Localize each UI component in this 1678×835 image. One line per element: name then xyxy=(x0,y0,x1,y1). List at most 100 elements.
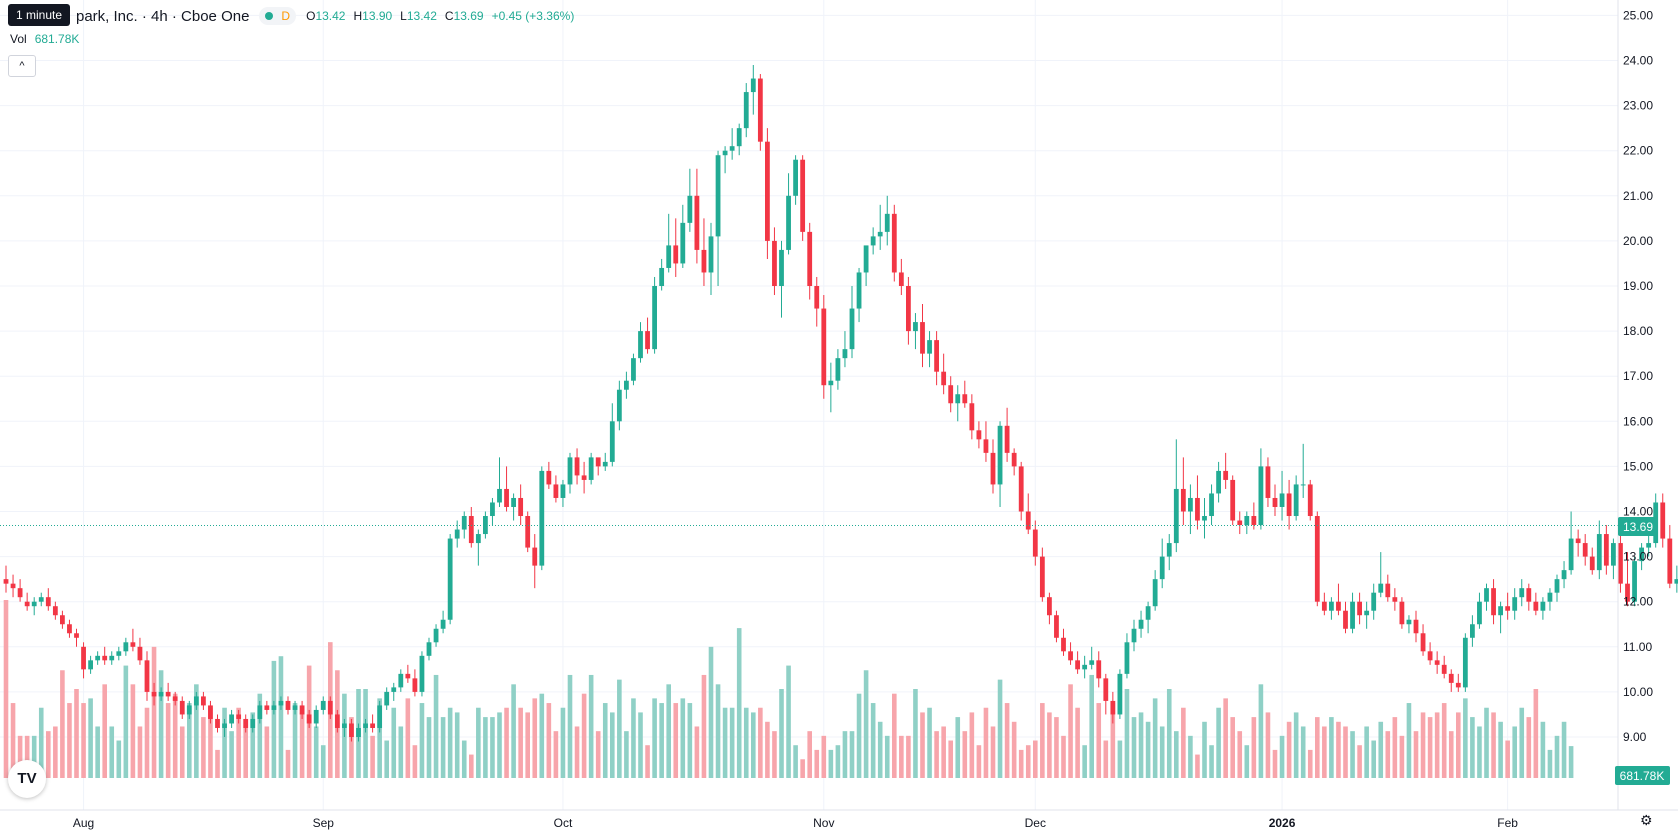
candle-body xyxy=(1540,601,1546,611)
candle-body xyxy=(708,236,714,273)
volume-bar xyxy=(518,707,523,778)
price-axis[interactable]: 25.00 24.00 23.00 22.00 21.00 20.00 19.00 18.00… xyxy=(0,0,1678,811)
candle-body xyxy=(906,286,911,332)
candle xyxy=(1519,579,1525,607)
candle xyxy=(884,195,890,246)
volume-bar xyxy=(74,689,79,778)
candle-body xyxy=(983,439,989,453)
volume-bar xyxy=(1540,721,1546,778)
volume-bar xyxy=(553,731,559,778)
candle xyxy=(1258,448,1264,530)
candle xyxy=(927,331,932,368)
candle-body xyxy=(898,272,904,286)
volume-bar xyxy=(440,717,446,778)
candle-body xyxy=(1462,637,1468,688)
candle-body xyxy=(814,286,820,309)
tradingview-logo-icon[interactable]: TV xyxy=(8,760,46,798)
candle-body xyxy=(701,249,707,273)
volume-bar xyxy=(581,693,587,778)
volume-bar xyxy=(1096,703,1102,778)
y-tick-label: 23.00 xyxy=(1623,99,1653,113)
candle-body xyxy=(363,723,368,728)
candle-body xyxy=(1103,678,1109,701)
volume-bar xyxy=(1519,707,1525,778)
candle-body xyxy=(454,529,460,539)
candle-body xyxy=(370,723,375,728)
volume-bar xyxy=(1117,740,1123,778)
candle-body xyxy=(1131,628,1137,643)
candle xyxy=(1427,642,1433,665)
volume-bar xyxy=(1378,721,1384,778)
candle xyxy=(144,651,150,701)
candle xyxy=(750,65,756,115)
candle-body xyxy=(645,331,650,350)
candle xyxy=(1321,592,1327,616)
candle-body xyxy=(729,146,735,151)
volume-bar xyxy=(201,717,206,778)
candle-body xyxy=(976,430,982,440)
volume-bar xyxy=(927,707,932,778)
candle-body xyxy=(743,92,749,129)
candle xyxy=(1660,493,1666,548)
volume-bar xyxy=(800,759,805,778)
candle-body xyxy=(398,673,404,688)
candle-body xyxy=(1582,543,1588,557)
candle-body xyxy=(624,380,629,390)
candle-body xyxy=(1047,597,1052,616)
candle xyxy=(1032,520,1038,566)
candle xyxy=(1406,615,1412,634)
volume-bar xyxy=(363,689,368,778)
candle xyxy=(518,484,524,526)
candle xyxy=(722,146,728,174)
market-status[interactable]: D xyxy=(259,7,297,25)
candle-body xyxy=(1258,466,1264,526)
candle-body xyxy=(1223,470,1229,480)
candle-body xyxy=(779,249,784,286)
legend-header: park, Inc. · 4h · Cboe One D O13.42 H13.… xyxy=(8,6,574,26)
volume-bar xyxy=(476,707,481,778)
volume-bar xyxy=(1145,721,1151,778)
volume-bar xyxy=(250,712,256,778)
candle xyxy=(1180,457,1186,526)
y-tick-label: 12.00 xyxy=(1623,595,1653,609)
candle xyxy=(828,362,834,413)
grid-lines xyxy=(0,0,1618,810)
candle-body xyxy=(271,705,277,710)
volume-bar xyxy=(807,731,812,778)
time-axis[interactable]: Aug Sep Oct Nov Dec 2026 Feb xyxy=(73,816,1518,830)
candle xyxy=(38,592,44,607)
candle-body xyxy=(313,709,319,724)
volume-bar xyxy=(863,670,869,778)
candle xyxy=(602,452,608,471)
candle xyxy=(511,493,516,521)
candle-body xyxy=(440,619,446,629)
volume-bar xyxy=(1350,731,1355,778)
candle xyxy=(842,331,848,368)
candle xyxy=(151,682,157,706)
candle xyxy=(440,610,446,634)
settings-icon[interactable]: ⚙ xyxy=(1640,812,1653,828)
volume-bar xyxy=(1004,703,1010,778)
volume-bar xyxy=(1392,717,1398,778)
candle-body xyxy=(215,718,220,728)
volume-bar xyxy=(962,731,968,778)
volume-bar xyxy=(1286,721,1292,778)
collapse-legend-button[interactable]: ^ xyxy=(8,55,36,77)
candle xyxy=(1216,461,1221,503)
candle xyxy=(490,497,495,526)
volume-bar xyxy=(1025,745,1031,778)
volume-bar xyxy=(765,721,770,778)
candle-body xyxy=(1293,484,1299,517)
volume-bar xyxy=(1195,754,1200,778)
candle-body xyxy=(1251,516,1257,526)
candle-body xyxy=(1039,556,1045,598)
symbol-title[interactable]: park, Inc. · 4h · Cboe One xyxy=(76,7,250,25)
volume-bar xyxy=(38,707,44,778)
candle-body xyxy=(1406,619,1412,625)
candle-body xyxy=(652,286,657,350)
candle xyxy=(560,479,566,507)
candle-body xyxy=(715,155,721,237)
candle xyxy=(913,313,918,350)
candle-body xyxy=(327,700,333,715)
